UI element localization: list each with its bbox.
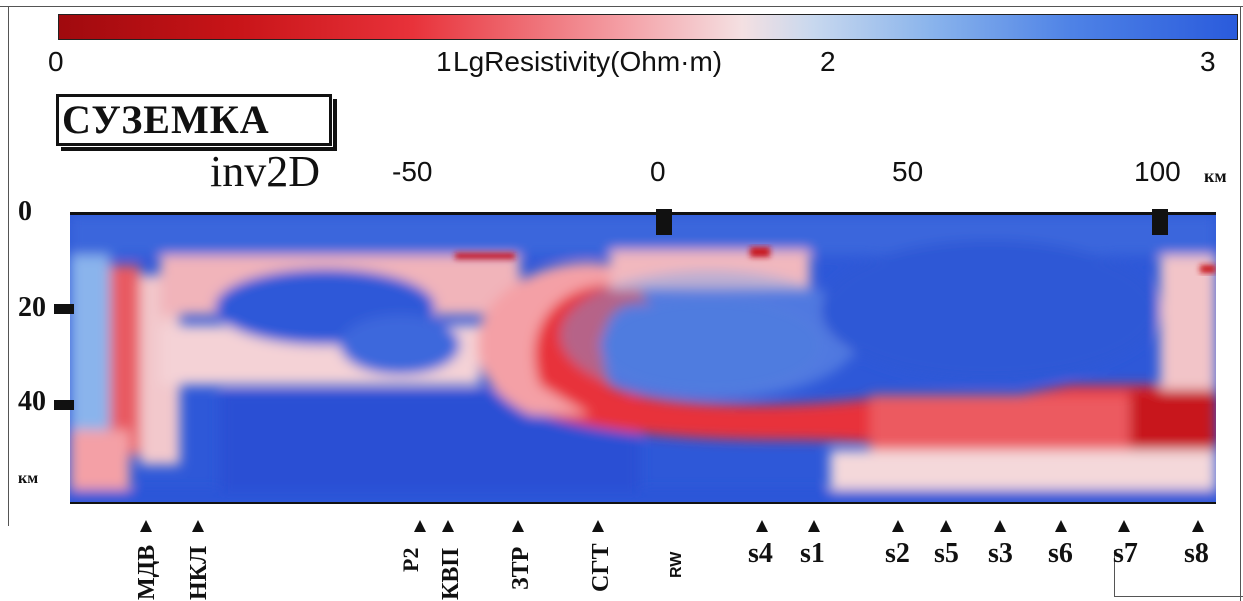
colorbar-label: LgResistivity(Ohm·m)	[453, 46, 723, 77]
station-triangle	[140, 520, 152, 532]
station-triangle	[940, 520, 952, 532]
station-triangle	[892, 520, 904, 532]
depth-marker-20	[54, 304, 74, 314]
station-triangle	[1192, 520, 1204, 532]
profile-title: СУЗЕМКА	[62, 97, 270, 142]
resistivity-section	[70, 212, 1216, 504]
colorbar-tick: 0	[48, 46, 64, 77]
station-triangle	[994, 520, 1006, 532]
station-triangle	[592, 520, 604, 532]
station-label-s5: s5	[934, 538, 959, 569]
frame-bottom-line	[1114, 596, 1243, 597]
x-unit: км	[1204, 166, 1227, 186]
y-unit: км	[18, 470, 39, 487]
station-label-ztr: ЗТР	[508, 546, 534, 590]
frame-right-line	[1240, 6, 1241, 601]
station-triangle	[1055, 520, 1067, 532]
station-triangle	[1118, 520, 1130, 532]
x-tick: 0	[650, 156, 666, 187]
x-tick: 50	[892, 156, 924, 187]
depth-marker-40	[54, 400, 74, 410]
station-label-s6: s6	[1048, 538, 1073, 569]
frame-left-line	[8, 6, 9, 526]
station-label-r2: Р2	[398, 547, 423, 572]
frame-top-line	[0, 6, 1243, 7]
profile-marker-0	[656, 209, 672, 235]
y-tick: 0	[18, 196, 32, 227]
station-triangle	[414, 520, 426, 532]
station-label-rw: RW	[668, 551, 685, 578]
station-label-s1: s1	[800, 538, 825, 569]
station-label-nkl: НКЛ	[186, 546, 212, 600]
x-tick: 100	[1134, 156, 1181, 187]
station-label-s7: s7	[1113, 538, 1138, 569]
profile-marker-100	[1152, 209, 1168, 235]
colorbar-tick: 3	[1200, 46, 1216, 77]
title-box	[56, 94, 337, 151]
station-triangle	[808, 520, 820, 532]
station-triangle	[192, 520, 204, 532]
colorbar-tick: 2	[820, 46, 836, 77]
station-label-kvp: КВП	[438, 547, 464, 600]
x-tick: -50	[392, 156, 433, 187]
station-triangle	[512, 520, 524, 532]
station-triangle	[756, 520, 768, 532]
y-tick: 40	[18, 386, 46, 417]
frame-inner-line	[1114, 550, 1115, 597]
station-label-s8: s8	[1184, 538, 1209, 569]
model-subtitle: inv2D	[210, 147, 320, 196]
colorbar-tick: 1	[436, 46, 452, 77]
station-label-s3: s3	[988, 538, 1013, 569]
colorbar	[58, 14, 1238, 40]
station-label-s2: s2	[885, 538, 910, 569]
station-label-sgt: СГТ	[588, 543, 614, 592]
station-triangle	[442, 520, 454, 532]
station-label-s4: s4	[748, 538, 773, 569]
station-label-mdv: МДВ	[134, 544, 160, 600]
y-tick: 20	[18, 292, 46, 323]
